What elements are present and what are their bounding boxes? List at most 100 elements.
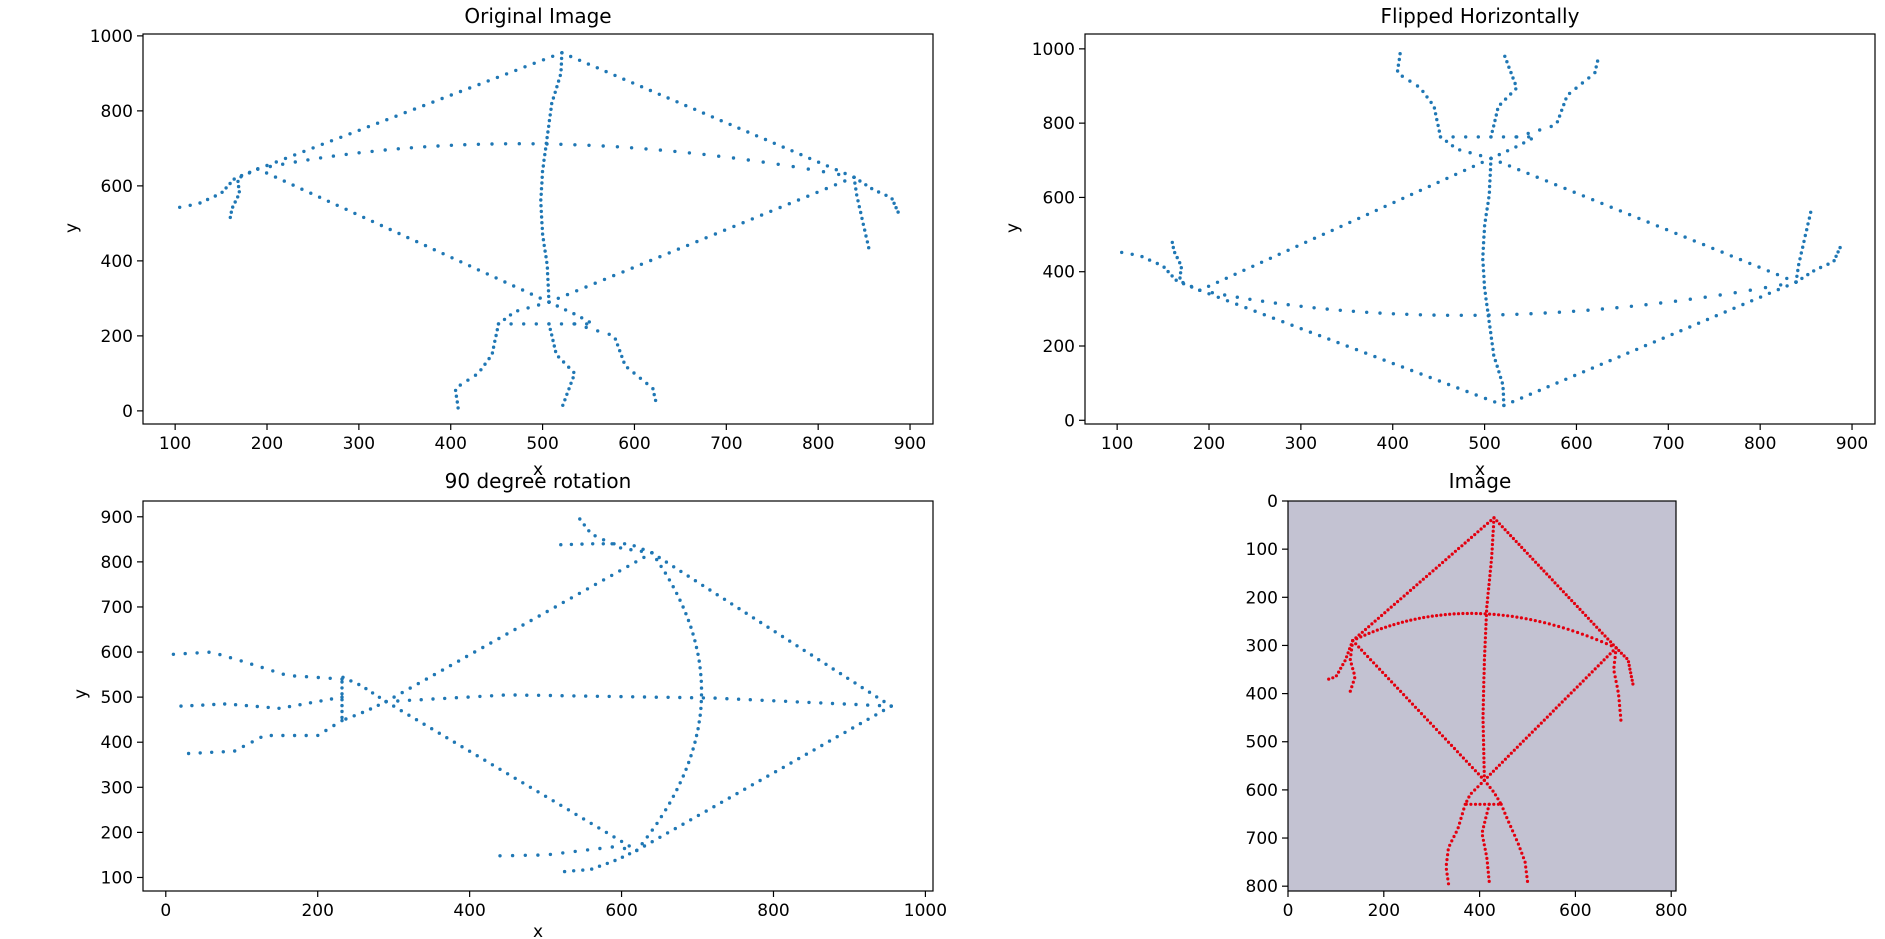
data-point — [1524, 870, 1528, 874]
data-point — [632, 371, 636, 375]
data-point — [512, 284, 516, 288]
data-point — [843, 730, 847, 735]
data-point — [1729, 254, 1734, 258]
data-point — [1393, 683, 1397, 687]
data-point — [892, 201, 896, 205]
data-point — [1495, 107, 1500, 112]
data-point — [1486, 596, 1490, 600]
y-tick-label: 600 — [1246, 781, 1278, 801]
data-point — [635, 848, 639, 853]
data-point — [1522, 548, 1527, 553]
data-point — [1613, 655, 1617, 660]
data-point — [1482, 280, 1486, 284]
data-point — [1308, 330, 1313, 334]
panel-flipped: Flipped Horizontally 100 200 300 400 500 600 7… — [1003, 4, 1876, 480]
data-point — [687, 760, 691, 765]
data-point — [340, 692, 344, 696]
data-point — [1798, 257, 1802, 261]
data-point — [1375, 664, 1379, 668]
data-point — [293, 153, 297, 157]
data-point — [1625, 656, 1629, 661]
data-point — [627, 852, 632, 856]
data-point — [501, 693, 505, 697]
data-point — [540, 169, 545, 174]
data-point — [1482, 765, 1486, 769]
data-point — [1215, 280, 1220, 284]
data-point — [1396, 63, 1401, 67]
data-point — [678, 781, 682, 785]
data-point — [1608, 652, 1612, 656]
data-point — [1486, 521, 1490, 526]
data-point — [1351, 309, 1356, 313]
data-point — [1397, 57, 1402, 62]
data-point — [1531, 557, 1535, 561]
x-tick-label: 300 — [343, 434, 375, 454]
data-point — [1483, 802, 1487, 806]
data-point — [1363, 633, 1367, 637]
data-point — [198, 201, 202, 205]
data-point — [1587, 76, 1591, 80]
data-point — [591, 542, 595, 546]
data-point — [1354, 642, 1358, 646]
data-point — [539, 209, 543, 214]
data-point — [1473, 313, 1477, 317]
data-point — [1481, 241, 1486, 245]
data-point — [562, 869, 567, 874]
data-point — [625, 366, 630, 370]
data-point — [1523, 860, 1527, 864]
data-point — [1490, 556, 1494, 560]
data-point — [1487, 875, 1491, 879]
data-point — [556, 296, 560, 300]
data-point — [236, 195, 240, 199]
data-point — [1692, 239, 1697, 243]
data-point — [1503, 54, 1507, 58]
data-point — [1299, 304, 1303, 308]
data-point — [852, 175, 856, 179]
data-point — [1556, 584, 1560, 588]
data-point — [1554, 706, 1558, 710]
data-point — [1325, 307, 1329, 311]
data-point — [1482, 685, 1486, 689]
data-point — [483, 758, 487, 762]
data-point — [1587, 673, 1591, 677]
data-point — [304, 733, 308, 738]
data-point — [673, 149, 677, 154]
data-point — [344, 152, 348, 157]
data-point — [544, 255, 548, 259]
data-point — [1390, 680, 1394, 684]
data-point — [704, 809, 708, 813]
data-point — [876, 190, 881, 194]
data-point — [639, 85, 644, 89]
data-point — [1483, 649, 1487, 653]
data-point — [858, 721, 863, 726]
ylabel-flipped: y — [1003, 223, 1023, 233]
data-point — [759, 213, 764, 217]
data-point — [737, 606, 741, 611]
data-point — [754, 134, 759, 138]
data-point — [366, 125, 371, 129]
data-point — [696, 727, 700, 731]
data-point — [760, 698, 764, 702]
data-point — [1422, 615, 1426, 620]
data-point — [1483, 820, 1487, 824]
xlabel-flipped: x — [1475, 460, 1485, 480]
data-point — [1488, 574, 1492, 578]
data-point — [790, 149, 794, 153]
data-point — [797, 756, 801, 761]
data-point — [223, 702, 227, 706]
data-point — [1571, 629, 1575, 633]
data-point — [1720, 250, 1724, 254]
data-point — [541, 58, 546, 62]
data-point — [233, 749, 237, 753]
data-point — [495, 75, 500, 80]
data-point — [1501, 313, 1505, 317]
x-tick-label: 200 — [1193, 434, 1225, 454]
data-point — [1732, 306, 1736, 310]
data-point — [1418, 580, 1422, 584]
data-point — [207, 650, 211, 654]
data-point — [722, 597, 727, 601]
data-point — [1524, 736, 1528, 740]
data-point — [523, 65, 527, 69]
data-point — [1572, 190, 1576, 194]
data-point — [772, 141, 776, 145]
